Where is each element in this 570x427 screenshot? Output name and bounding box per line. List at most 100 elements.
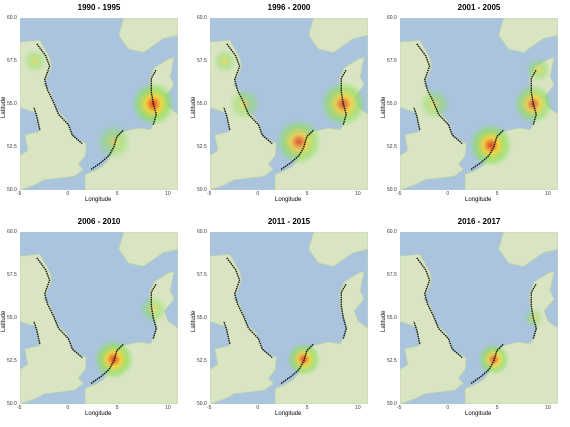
x-tick-label: 5 bbox=[305, 405, 309, 411]
vessel-track bbox=[340, 283, 348, 339]
y-tick-label: 60.0 bbox=[7, 229, 17, 235]
vessel-track bbox=[33, 107, 41, 130]
heat-hotspot bbox=[525, 56, 552, 83]
y-tick-label: 55.0 bbox=[197, 315, 207, 321]
y-tick-label: 55.0 bbox=[7, 315, 17, 321]
vessel-track bbox=[470, 343, 505, 384]
x-axis-label: Longitude bbox=[465, 411, 492, 417]
y-tick-label: 55.0 bbox=[197, 101, 207, 107]
panel-title: 2001 - 2005 bbox=[457, 3, 501, 12]
x-axis-label: Longitude bbox=[275, 411, 302, 417]
vessel-track bbox=[226, 43, 273, 145]
continent-land bbox=[274, 232, 368, 404]
y-tick-label: 60.0 bbox=[387, 15, 397, 21]
vessel-track bbox=[280, 343, 315, 384]
x-tick-label: 0 bbox=[446, 405, 450, 411]
norway-land bbox=[308, 232, 368, 267]
x-tick-label: -5 bbox=[207, 405, 212, 411]
x-tick-label: 5 bbox=[495, 405, 499, 411]
x-tick-label: 10 bbox=[355, 405, 361, 411]
y-tick-label: 52.5 bbox=[7, 144, 17, 150]
x-tick-label: 0 bbox=[256, 191, 260, 197]
vessel-track bbox=[280, 129, 315, 170]
y-tick-label: 55.0 bbox=[387, 315, 397, 321]
heat-hotspot bbox=[139, 295, 168, 324]
x-tick-label: -5 bbox=[17, 405, 22, 411]
panel-title: 2006 - 2010 bbox=[77, 217, 121, 226]
vessel-track bbox=[530, 283, 538, 339]
norway-land bbox=[498, 18, 558, 53]
x-axis-label: Longitude bbox=[85, 411, 112, 417]
vessel-track bbox=[416, 43, 463, 145]
heat-hotspot bbox=[22, 49, 47, 73]
heat-hotspot bbox=[287, 342, 321, 377]
norway-land bbox=[118, 18, 178, 53]
y-tick-label: 50.0 bbox=[387, 401, 397, 407]
y-tick-label: 57.5 bbox=[197, 58, 207, 64]
x-tick-label: 0 bbox=[256, 405, 260, 411]
heat-hotspot bbox=[94, 339, 134, 380]
y-tick-label: 50.0 bbox=[197, 401, 207, 407]
y-axis-label: Latitude bbox=[1, 310, 7, 332]
panel-title: 2016 - 2017 bbox=[457, 217, 501, 226]
norway-land bbox=[498, 232, 558, 267]
vessel-track bbox=[90, 129, 125, 170]
y-tick-label: 60.0 bbox=[197, 229, 207, 235]
y-axis-label: Latitude bbox=[381, 310, 387, 332]
panel-title: 2011 - 2015 bbox=[267, 217, 311, 226]
y-tick-label: 60.0 bbox=[197, 15, 207, 21]
y-tick-label: 52.5 bbox=[197, 358, 207, 364]
x-tick-label: 5 bbox=[495, 191, 499, 197]
continent-land bbox=[464, 232, 558, 404]
heat-hotspot bbox=[276, 119, 322, 165]
vessel-track bbox=[223, 107, 231, 130]
y-tick-label: 60.0 bbox=[387, 229, 397, 235]
heat-hotspot bbox=[212, 49, 237, 73]
y-tick-label: 57.5 bbox=[387, 272, 397, 278]
norway-land bbox=[308, 18, 368, 53]
x-tick-label: 5 bbox=[115, 191, 119, 197]
vessel-track bbox=[530, 69, 538, 125]
y-tick-label: 50.0 bbox=[387, 187, 397, 193]
y-tick-label: 57.5 bbox=[197, 272, 207, 278]
vessel-track bbox=[413, 107, 421, 130]
y-axis-label: Latitude bbox=[191, 96, 197, 118]
map-panel bbox=[20, 232, 178, 404]
y-tick-label: 52.5 bbox=[387, 358, 397, 364]
y-tick-label: 52.5 bbox=[7, 358, 17, 364]
panel-title: 1990 - 1995 bbox=[77, 3, 121, 12]
map-panel bbox=[400, 232, 558, 404]
y-tick-label: 57.5 bbox=[387, 58, 397, 64]
y-tick-label: 52.5 bbox=[197, 144, 207, 150]
y-tick-label: 50.0 bbox=[7, 401, 17, 407]
x-tick-label: -5 bbox=[207, 191, 212, 197]
y-tick-label: 55.0 bbox=[387, 101, 397, 107]
y-tick-label: 52.5 bbox=[387, 144, 397, 150]
vessel-track bbox=[90, 343, 125, 384]
vessel-track bbox=[36, 257, 83, 359]
x-tick-label: 5 bbox=[305, 191, 309, 197]
heat-hotspot bbox=[96, 124, 132, 160]
x-axis-label: Longitude bbox=[85, 197, 112, 203]
vessel-track bbox=[340, 69, 348, 125]
vessel-track bbox=[226, 257, 273, 359]
map-panel bbox=[400, 18, 558, 190]
x-tick-label: 10 bbox=[355, 191, 361, 197]
vessel-track bbox=[416, 257, 463, 359]
vessel-track bbox=[413, 321, 421, 344]
continent-land bbox=[84, 232, 178, 404]
x-tick-label: 10 bbox=[165, 405, 171, 411]
vessel-track bbox=[36, 43, 83, 145]
vessel-track bbox=[150, 283, 158, 339]
x-tick-label: -5 bbox=[397, 191, 402, 197]
y-axis-label: Latitude bbox=[381, 96, 387, 118]
map-panel bbox=[210, 232, 368, 404]
map-panel bbox=[20, 18, 178, 190]
y-axis-label: Latitude bbox=[191, 310, 197, 332]
y-axis-label: Latitude bbox=[1, 96, 7, 118]
norway-land bbox=[118, 232, 178, 267]
x-tick-label: 0 bbox=[66, 191, 70, 197]
vessel-track bbox=[223, 321, 231, 344]
x-tick-label: 5 bbox=[115, 405, 119, 411]
